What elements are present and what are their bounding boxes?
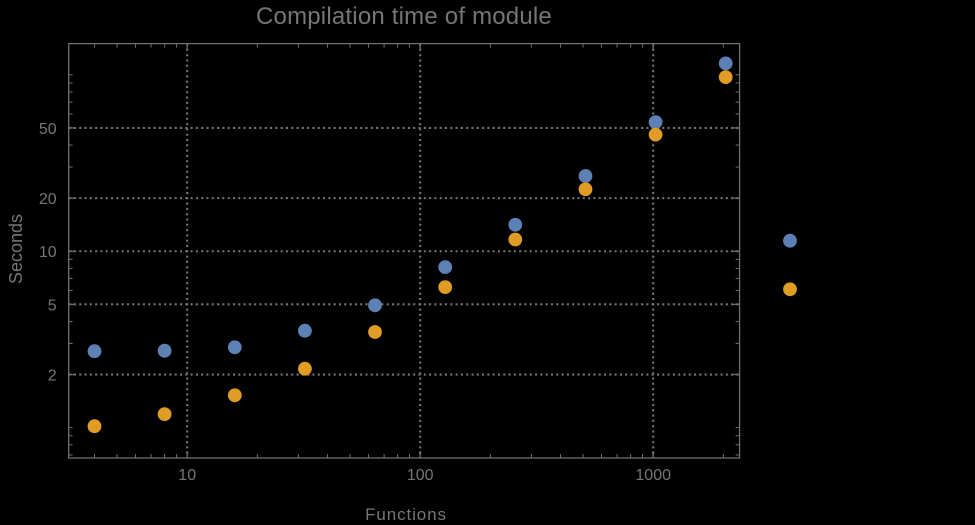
svg-text:10: 10: [39, 244, 57, 261]
svg-text:2: 2: [48, 368, 57, 385]
svg-text:5: 5: [48, 297, 57, 314]
svg-text:50: 50: [39, 121, 57, 138]
svg-text:100: 100: [407, 467, 434, 484]
svg-text:10: 10: [178, 467, 196, 484]
svg-text:1000: 1000: [635, 467, 671, 484]
svg-text:20: 20: [39, 191, 57, 208]
